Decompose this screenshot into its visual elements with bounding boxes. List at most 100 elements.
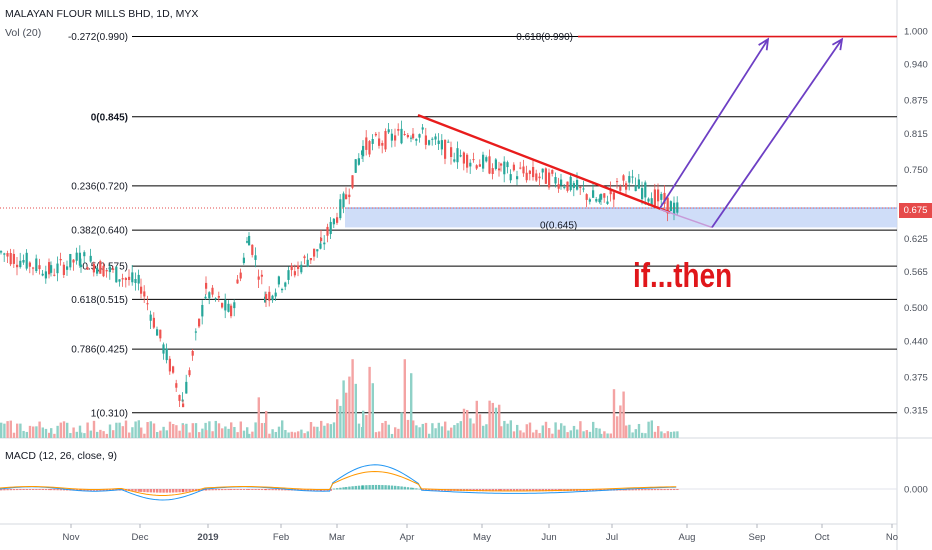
candle-body: [3, 253, 6, 255]
volume-bar: [25, 431, 28, 438]
macd-histogram-bar: [168, 489, 172, 493]
candle-body: [415, 139, 418, 141]
macd-histogram-bar: [512, 489, 516, 492]
volume-bar: [541, 425, 544, 438]
volume-bar: [66, 422, 69, 438]
candle-body: [316, 249, 319, 252]
fib-level-label: 0.786(0.425): [71, 345, 128, 356]
volume-bar: [80, 432, 83, 438]
candle-body: [512, 164, 515, 171]
macd-histogram-bar: [522, 489, 525, 492]
volume-bar: [516, 424, 519, 438]
candle-body: [437, 140, 440, 145]
volume-bar: [666, 431, 669, 438]
macd-histogram-bar: [357, 485, 361, 490]
volume-bar: [233, 426, 236, 438]
volume-bar: [403, 359, 406, 438]
macd-histogram-bar: [637, 489, 641, 491]
volume-bar: [56, 425, 59, 438]
x-axis-tick-label: Mar: [329, 532, 345, 543]
volume-bar: [118, 422, 121, 438]
candle-body: [506, 162, 509, 168]
macd-histogram-bar: [268, 489, 271, 491]
candle-body: [598, 198, 601, 203]
symbol-title: MALAYAN FLOUR MILLS BHD, 1D, MYX: [5, 8, 199, 20]
y-axis-tick-label: 0.940: [904, 60, 928, 71]
candle-body: [6, 253, 9, 257]
volume-bar: [410, 373, 413, 438]
macd-histogram-bar: [406, 487, 410, 490]
candle-body: [472, 159, 475, 161]
macd-histogram-bar: [378, 484, 381, 490]
candle-body: [390, 133, 393, 141]
macd-histogram-bar: [134, 489, 137, 492]
macd-histogram-bar: [431, 489, 434, 491]
volume-bar: [268, 433, 271, 438]
volume-bar: [522, 432, 525, 438]
macd-histogram-bar: [390, 485, 394, 490]
candle-body: [412, 133, 415, 139]
macd-histogram-bar: [32, 489, 35, 490]
macd-histogram-bar: [541, 489, 544, 492]
volume-bar: [512, 431, 516, 438]
projection-arrow-1-head: [758, 37, 770, 51]
y-axis-tick-label: 0.375: [904, 372, 928, 383]
volume-bar: [472, 423, 475, 438]
volume-bar: [378, 431, 381, 438]
macd-histogram-bar: [140, 489, 143, 492]
volume-bar: [482, 425, 485, 438]
candle-body: [657, 189, 660, 202]
candle-body: [378, 138, 381, 146]
candle-body: [600, 194, 603, 200]
macd-histogram-bar: [397, 486, 400, 490]
candle-body: [326, 226, 329, 236]
candle-body: [86, 267, 89, 270]
candle-body: [466, 154, 469, 168]
candle-body: [208, 292, 211, 299]
candle-body: [482, 154, 485, 169]
macd-histogram-bar: [418, 488, 421, 490]
candle-body: [663, 192, 666, 204]
candle-body: [257, 276, 260, 280]
volume-bar: [415, 425, 418, 438]
volume-bar: [406, 419, 410, 438]
macd-histogram-bar: [345, 486, 348, 490]
macd-histogram-bar: [56, 489, 59, 491]
macd-histogram-bar: [598, 489, 601, 491]
volume-bar: [450, 427, 453, 438]
candle-body: [214, 298, 217, 300]
macd-histogram-bar: [634, 489, 637, 491]
volume-bar: [134, 421, 137, 438]
volume-bar: [421, 423, 424, 438]
macd-histogram-bar: [428, 489, 431, 491]
volume-bar: [345, 392, 348, 438]
macd-histogram-bar: [208, 489, 211, 491]
volume-bar: [400, 412, 403, 438]
candle-body: [585, 194, 588, 200]
macd-histogram-bar: [156, 489, 159, 493]
volume-bar: [16, 423, 19, 438]
macd-histogram-bar: [265, 489, 268, 491]
volume-bar: [297, 431, 300, 438]
y-axis-tick-label: 0.565: [904, 267, 928, 278]
macd-indicator-label: MACD (12, 26, close, 9): [5, 450, 118, 462]
macd-histogram-bar: [227, 489, 230, 491]
candle-body: [628, 176, 631, 183]
macd-histogram-bar: [53, 489, 56, 491]
volume-bar: [339, 405, 342, 438]
candle-body: [532, 166, 535, 178]
volume-bar: [146, 422, 149, 438]
volume-bar: [121, 426, 124, 438]
candles-group: [0, 120, 679, 408]
volume-bar: [381, 422, 384, 438]
volume-bar: [431, 423, 434, 438]
last-price-badge: 0.675: [899, 203, 932, 218]
candle-body: [485, 157, 488, 162]
candle-body: [172, 366, 175, 373]
macd-histogram-bar: [162, 489, 165, 493]
candle-body: [191, 351, 194, 356]
volume-bar: [248, 433, 251, 438]
macd-histogram-bar: [482, 489, 485, 492]
macd-histogram-bar: [6, 489, 9, 491]
